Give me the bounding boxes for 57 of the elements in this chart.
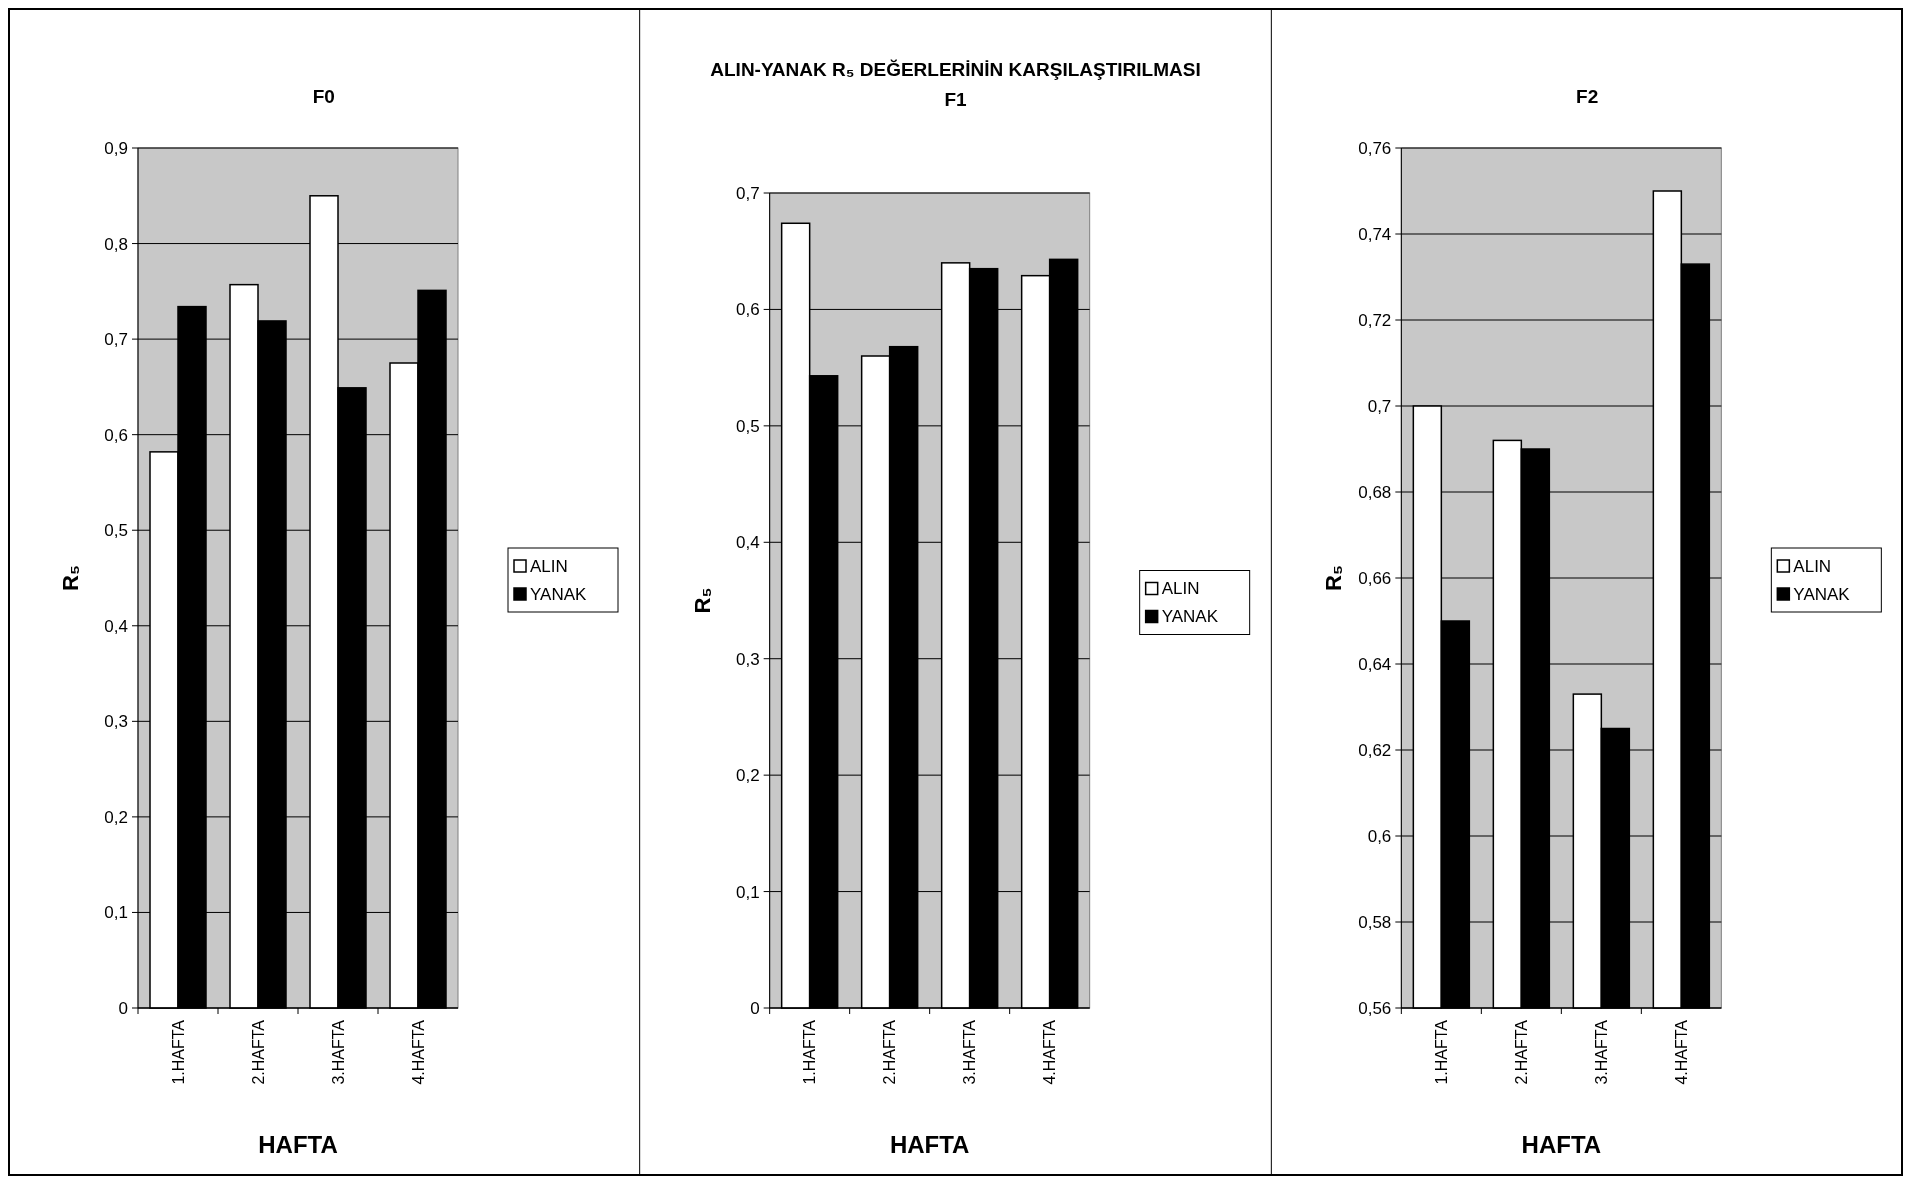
- y-tick-label: 0,58: [1358, 912, 1392, 932]
- y-tick-label: 0,1: [736, 882, 760, 902]
- legend-label: ALIN: [1161, 579, 1200, 599]
- y-tick-label: 0,5: [736, 416, 760, 436]
- x-axis-title: HAFTA: [889, 1131, 970, 1158]
- y-tick-label: 0,56: [1358, 998, 1392, 1018]
- y-tick-label: 0,68: [1358, 482, 1392, 502]
- y-tick-label: 0,2: [736, 766, 760, 786]
- y-tick-label: 0,7: [104, 330, 128, 350]
- x-tick-label: 3.HAFTA: [961, 1019, 979, 1085]
- y-tick-label: 0,9: [104, 138, 128, 158]
- y-tick-label: 0,62: [1358, 740, 1392, 760]
- x-tick-label: 1.HAFTA: [169, 1019, 187, 1085]
- chart-title: ALIN-YANAK R₅ DEĞERLERİNİN KARŞILAŞTIRILMASI: [710, 59, 1201, 80]
- y-tick-label: 0,72: [1358, 310, 1392, 330]
- y-axis-title: R₅: [1321, 565, 1347, 591]
- y-tick-label: 0,7: [736, 183, 760, 203]
- y-tick-label: 0,6: [1367, 826, 1392, 846]
- y-tick-label: 0,66: [1358, 568, 1392, 588]
- y-tick-label: 0,6: [104, 425, 128, 445]
- x-tick-label: 2.HAFTA: [249, 1019, 267, 1085]
- legend-label: YANAK: [1793, 584, 1851, 604]
- y-tick-label: 0: [750, 998, 760, 1018]
- legend-label: ALIN: [1793, 556, 1832, 576]
- y-tick-label: 0: [118, 998, 128, 1018]
- y-axis-title: R₅: [689, 587, 715, 614]
- chart-title: F0: [312, 86, 335, 107]
- y-tick-label: 0,8: [104, 234, 128, 254]
- y-tick-label: 0,3: [736, 649, 760, 669]
- x-tick-label: 3.HAFTA: [329, 1019, 347, 1085]
- x-tick-label: 4.HAFTA: [409, 1019, 427, 1085]
- y-tick-label: 0,4: [104, 616, 128, 636]
- x-tick-label: 2.HAFTA: [881, 1019, 899, 1085]
- chart-title: F2: [1576, 86, 1599, 107]
- y-tick-label: 0,3: [104, 712, 128, 732]
- legend-label: ALIN: [530, 556, 568, 576]
- legend-label: YANAK: [530, 584, 588, 604]
- y-tick-label: 0,4: [736, 533, 760, 553]
- x-tick-label: 1.HAFTA: [1432, 1019, 1450, 1085]
- y-tick-label: 0,5: [104, 521, 128, 541]
- legend-label: YANAK: [1161, 607, 1219, 627]
- y-tick-label: 0,7: [1367, 396, 1392, 416]
- x-tick-label: 4.HAFTA: [1041, 1019, 1059, 1085]
- y-axis-title: R₅: [58, 565, 83, 591]
- x-axis-title: HAFTA: [1521, 1131, 1602, 1158]
- y-tick-label: 0,74: [1358, 224, 1392, 244]
- x-axis-title: HAFTA: [258, 1131, 338, 1158]
- x-tick-label: 3.HAFTA: [1592, 1019, 1610, 1085]
- y-tick-label: 0,2: [104, 807, 128, 827]
- y-tick-label: 0,1: [104, 903, 128, 923]
- y-tick-label: 0,76: [1358, 138, 1392, 158]
- x-tick-label: 4.HAFTA: [1672, 1019, 1690, 1085]
- y-tick-label: 0,64: [1358, 654, 1392, 674]
- chart-subtitle: F1: [944, 89, 968, 110]
- y-tick-label: 0,6: [736, 300, 760, 320]
- x-tick-label: 2.HAFTA: [1512, 1019, 1530, 1085]
- x-tick-label: 1.HAFTA: [801, 1019, 819, 1085]
